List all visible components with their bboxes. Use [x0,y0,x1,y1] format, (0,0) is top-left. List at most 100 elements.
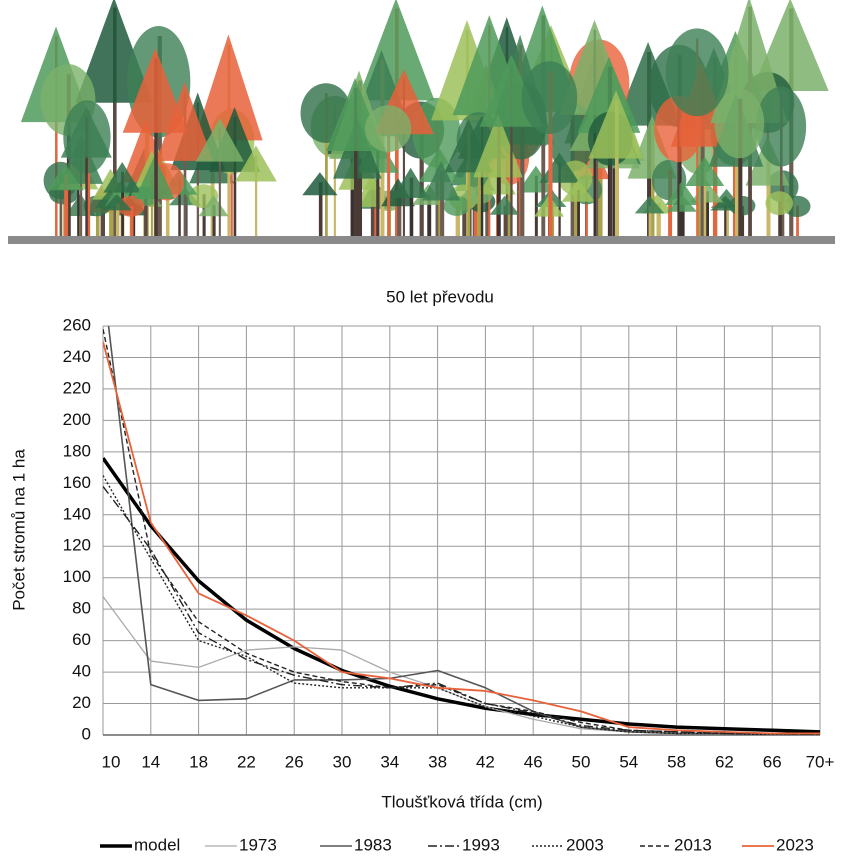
tree-crown [455,153,495,192]
tree-trunk [615,100,619,236]
tree-trunk [178,179,181,236]
tree-crown [765,191,794,216]
tree-trunk [735,102,739,236]
tree-crown [46,164,84,191]
y-tick-label: 0 [82,724,91,743]
series-line [103,457,820,734]
plot-lines [103,326,820,735]
tree-trunk [681,204,685,236]
tree-trunk [548,71,553,236]
tree-crown [101,194,133,211]
tree-trunk [427,194,432,236]
tree-trunk [154,58,158,236]
series-line [103,475,820,735]
tree-trunk [397,188,402,236]
tree-trunk [356,127,360,236]
legend-label: 2013 [674,835,712,854]
tree-trunk [609,121,612,236]
tree-trunk [503,205,508,236]
tree-trunk [77,161,80,236]
tree-trunk [115,204,120,236]
tree-trunk [144,196,148,236]
series-line [103,341,820,735]
tree-crown [588,90,644,159]
tree-crown [755,86,807,167]
tree-crown [634,195,665,214]
tree-crown [365,105,412,152]
tree-trunk [325,93,328,236]
series-line [107,326,820,735]
forest-illustration [20,0,829,237]
tree-trunk [677,105,680,236]
series-line [103,486,820,735]
tree-trunk [100,195,106,236]
tree-trunk [130,205,134,236]
x-tick-label: 42 [476,752,495,771]
tree-trunk [467,129,471,236]
tree-trunk [510,64,513,236]
tree-trunk [732,113,736,236]
tree-trunk [419,111,424,236]
legend-label: model [134,835,180,854]
y-tick-label: 20 [72,693,91,712]
tree-trunk [85,116,88,236]
y-tick-label: 180 [63,441,91,460]
tree-trunk [59,171,63,236]
tree-trunk [376,146,380,236]
tree-crown [194,34,263,141]
x-tick-label: 70+ [806,752,835,771]
tree-trunk [725,198,729,236]
series-line [103,596,820,735]
y-tick-label: 160 [63,473,91,492]
tree-trunk [55,36,58,237]
legend-label: 1983 [354,835,392,854]
x-axis-label: Tloušťková třída (cm) [381,792,542,811]
tree-crown [745,135,790,186]
tree-trunk [778,201,782,236]
x-tick-label: 58 [667,752,686,771]
y-tick-label: 100 [63,567,91,586]
x-tick-label: 14 [141,752,160,771]
y-tick-label: 260 [63,315,91,334]
x-tick-label: 26 [285,752,304,771]
legend-label: 1993 [462,835,500,854]
x-tick-label: 62 [715,752,734,771]
tree-trunk [387,115,391,236]
tree-crown [422,161,461,201]
tree-trunk [766,145,771,236]
x-tick-label: 10 [102,752,121,771]
tree-trunk [183,91,187,236]
tree-crown [690,181,724,203]
tree-crown [122,48,188,133]
tree-trunk [370,183,375,236]
x-tick-label: 46 [524,752,543,771]
tree-trunk [218,128,221,236]
tree-crown [685,156,725,187]
tree-crown [156,81,214,161]
tree-crown [392,167,429,198]
tree-crown [714,88,765,159]
legend-label: 2003 [566,835,604,854]
tree-crown [561,179,595,202]
tree-trunk [700,71,705,237]
tree-crown [117,195,145,217]
tree-trunk [574,170,579,236]
tree-trunk [374,188,378,236]
y-tick-label: 220 [63,378,91,397]
x-tick-label: 34 [380,752,399,771]
tree-trunk [520,91,525,236]
tree-trunk [594,112,598,236]
tree-crown [235,145,277,182]
tree-trunk [409,177,414,236]
y-tick-label: 60 [72,630,91,649]
tree-trunk [254,155,258,236]
y-tick-label: 40 [72,662,91,681]
tree-crown [198,195,229,217]
legend-label: 1973 [239,835,277,854]
tree-trunk [62,193,65,236]
tree-crown [665,180,699,206]
series-line [103,329,820,735]
x-tick-label: 50 [572,752,591,771]
tree-crown [60,106,112,158]
tree-crown [195,118,244,162]
